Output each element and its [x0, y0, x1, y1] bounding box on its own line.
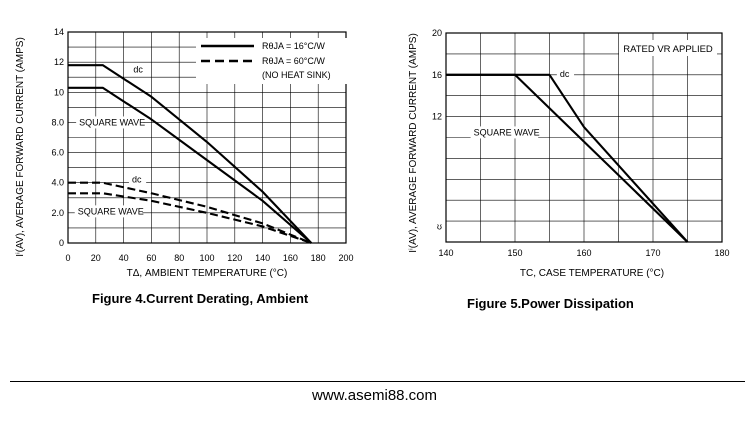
chart2-y-tick-labels: ʊ 12 16 20 — [432, 28, 442, 231]
chart2-annotation-bg — [556, 67, 575, 80]
chart1-y-tick-label: 4.0 — [51, 178, 64, 188]
chart2-x-tick-label: 160 — [576, 248, 591, 258]
chart1-plot-frame — [67, 31, 347, 244]
chart1-annotation-label: dc — [133, 65, 143, 75]
chart1-series-dashed-dc — [68, 181, 312, 244]
chart1-x-tick-labels: 0 20 40 60 80 100 120 140 160 180 200 — [65, 253, 353, 263]
chart1-x-tick-label: 160 — [283, 253, 298, 263]
chart-power-dissipation: 140 150 160 170 180 ʊ 12 16 20 dc SQUARE WAVE RA… — [408, 28, 730, 279]
chart1-annotation-bg — [74, 205, 143, 218]
chart1-series-dashed-square-wave — [68, 192, 312, 244]
chart1-y-tick-label: 12 — [54, 57, 64, 67]
chart1-y-tick-label: 14 — [54, 27, 64, 37]
chart2-x-tick-label: 180 — [714, 248, 729, 258]
chart1-annotation-bg — [76, 116, 144, 129]
chart1-annotation-label: SQUARE WAVE — [78, 206, 144, 216]
chart2-plot-frame — [445, 32, 723, 243]
chart1-x-tick-label: 200 — [338, 253, 353, 263]
chart1-y-tick-label: 0 — [59, 238, 64, 248]
chart1-y-axis-label: Iⁱ(AV), AVERAGE FORWARD CURRENT (AMPS) — [15, 37, 26, 257]
chart2-annotation-label: dc — [560, 69, 570, 79]
figure-4-caption: Figure 4.Current Derating, Ambient — [92, 291, 309, 306]
chart2-x-axis-label: TC, CASE TEMPERATURE (°C) — [520, 268, 664, 279]
chart1-x-tick-label: 180 — [311, 253, 326, 263]
chart1-x-tick-label: 60 — [146, 253, 156, 263]
chart2-y-tick-label: 12 — [432, 112, 442, 122]
legend-label-no-heat-sink: (NO HEAT SINK) — [262, 70, 331, 80]
chart2-annotation-label: SQUARE WAVE — [474, 127, 540, 137]
chart1-y-tick-label: 2.0 — [51, 208, 64, 218]
chart2-x-tick-labels: 140 150 160 170 180 — [438, 248, 729, 258]
chart1-annotation-label: SQUARE WAVE — [79, 117, 145, 127]
chart1-x-tick-label: 80 — [174, 253, 184, 263]
chart1-legend: RθJA = 16°C/W RθJA = 60°C/W (NO HEAT SIN… — [196, 38, 347, 84]
legend-label-60: RθJA = 60°C/W — [262, 56, 325, 66]
chart1-x-axis-label: TΔ, AMBIENT TEMPERATURE (°C) — [127, 268, 288, 279]
chart2-series-square-wave — [446, 73, 689, 243]
chart2-y-axis-label: Iⁱ(AV), AVERAGE FORWARD CURRENT (AMPS) — [408, 33, 419, 253]
chart1-series — [68, 64, 313, 244]
chart1-series-solid-dc — [68, 64, 313, 244]
chart1-annotation-bg — [130, 63, 148, 76]
chart1-y-tick-label: 10 — [54, 87, 64, 97]
chart2-y-tick-label: 16 — [432, 70, 442, 80]
rated-note-background — [619, 40, 717, 56]
chart2-x-tick-label: 140 — [438, 248, 453, 258]
chart1-x-tick-label: 20 — [91, 253, 101, 263]
figure-5-caption: Figure 5.Power Dissipation — [467, 296, 634, 311]
legend-label-16: RθJA = 16°C/W — [262, 41, 325, 51]
chart1-annotation-label: dc — [132, 175, 142, 185]
chart1-y-tick-labels: 0 2.0 4.0 6.0 8.0 10 12 14 — [51, 27, 64, 248]
chart1-x-tick-label: 100 — [199, 253, 214, 263]
footer-divider — [10, 381, 745, 382]
chart2-x-tick-label: 150 — [507, 248, 522, 258]
chart1-series-solid-square-wave — [68, 86, 312, 244]
chart1-x-tick-label: 0 — [65, 253, 70, 263]
rated-vr-applied-note: RATED VR APPLIED — [623, 44, 713, 55]
chart1-annotations: dc SQUARE WAVE dc SQUARE WAVE — [74, 63, 148, 218]
chart1-y-tick-label: 8.0 — [51, 117, 64, 127]
chart-current-derating: 0 20 40 60 80 100 120 140 160 180 200 0 2.0 4.0 6.0 8.… — [15, 27, 354, 279]
chart1-y-tick-label: 6.0 — [51, 148, 64, 158]
chart1-x-tick-label: 120 — [227, 253, 242, 263]
chart1-x-tick-label: 40 — [119, 253, 129, 263]
chart2-series — [446, 73, 689, 243]
chart2-annotations: dc SQUARE WAVE — [470, 67, 575, 139]
chart2-annotation-bg — [470, 126, 539, 139]
chart2-y-tick-label: ʊ — [437, 221, 442, 231]
chart1-x-tick-label: 140 — [255, 253, 270, 263]
chart2-x-tick-label: 170 — [645, 248, 660, 258]
chart1-annotation-bg — [128, 173, 147, 186]
footer-website-link[interactable]: www.asemi88.com — [311, 387, 438, 404]
chart2-y-tick-label: 20 — [432, 28, 442, 38]
